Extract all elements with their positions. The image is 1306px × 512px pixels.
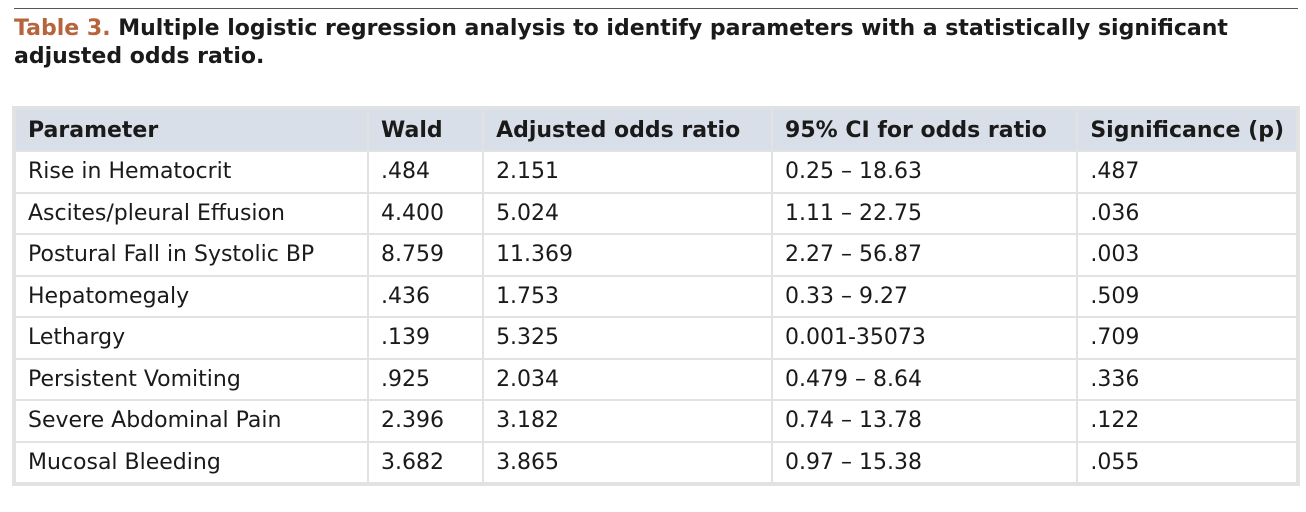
cell-odds-ratio: 3.865	[484, 442, 772, 482]
cell-odds-ratio: 5.024	[484, 193, 772, 233]
cell-ci: 1.11 – 22.75	[773, 193, 1077, 233]
cell-odds-ratio: 2.151	[484, 152, 772, 192]
cell-significance: .122	[1078, 401, 1296, 441]
cell-wald: .925	[369, 359, 483, 399]
cell-wald: .484	[369, 152, 483, 192]
header-ci: 95% CI for odds ratio	[773, 110, 1077, 150]
cell-ci: 0.001-35073	[773, 318, 1077, 358]
table-row: Lethargy .139 5.325 0.001-35073 .709	[16, 318, 1296, 358]
table-row: Hepatomegaly .436 1.753 0.33 – 9.27 .509	[16, 276, 1296, 316]
cell-parameter: Persistent Vomiting	[16, 359, 368, 399]
header-significance: Significance (p)	[1078, 110, 1296, 150]
cell-ci: 0.33 – 9.27	[773, 276, 1077, 316]
cell-odds-ratio: 5.325	[484, 318, 772, 358]
cell-wald: 3.682	[369, 442, 483, 482]
cell-significance: .055	[1078, 442, 1296, 482]
cell-ci: 0.25 – 18.63	[773, 152, 1077, 192]
cell-parameter: Severe Abdominal Pain	[16, 401, 368, 441]
cell-parameter: Postural Fall in Systolic BP	[16, 235, 368, 275]
cell-parameter: Lethargy	[16, 318, 368, 358]
table-row: Persistent Vomiting .925 2.034 0.479 – 8…	[16, 359, 1296, 399]
regression-table: Parameter Wald Adjusted odds ratio 95% C…	[14, 108, 1298, 484]
table-row: Postural Fall in Systolic BP 8.759 11.36…	[16, 235, 1296, 275]
cell-parameter: Hepatomegaly	[16, 276, 368, 316]
cell-significance: .336	[1078, 359, 1296, 399]
cell-ci: 0.74 – 13.78	[773, 401, 1077, 441]
cell-significance: .003	[1078, 235, 1296, 275]
header-adjusted-odds-ratio: Adjusted odds ratio	[484, 110, 772, 150]
header-wald: Wald	[369, 110, 483, 150]
cell-odds-ratio: 3.182	[484, 401, 772, 441]
cell-ci: 0.97 – 15.38	[773, 442, 1077, 482]
caption-text: Multiple logistic regression analysis to…	[14, 16, 1228, 69]
table-row: Rise in Hematocrit .484 2.151 0.25 – 18.…	[16, 152, 1296, 192]
table-row: Mucosal Bleeding 3.682 3.865 0.97 – 15.3…	[16, 442, 1296, 482]
cell-significance: .709	[1078, 318, 1296, 358]
header-parameter: Parameter	[16, 110, 368, 150]
table-caption: Table 3. Multiple logistic regression an…	[14, 15, 1298, 71]
header-row: Parameter Wald Adjusted odds ratio 95% C…	[16, 110, 1296, 150]
table-container: Parameter Wald Adjusted odds ratio 95% C…	[12, 106, 1300, 486]
cell-odds-ratio: 11.369	[484, 235, 772, 275]
table-row: Severe Abdominal Pain 2.396 3.182 0.74 –…	[16, 401, 1296, 441]
cell-parameter: Mucosal Bleeding	[16, 442, 368, 482]
table-row: Ascites/pleural Effusion 4.400 5.024 1.1…	[16, 193, 1296, 233]
cell-parameter: Rise in Hematocrit	[16, 152, 368, 192]
cell-parameter: Ascites/pleural Effusion	[16, 193, 368, 233]
cell-odds-ratio: 2.034	[484, 359, 772, 399]
cell-wald: 8.759	[369, 235, 483, 275]
cell-wald: .139	[369, 318, 483, 358]
cell-significance: .036	[1078, 193, 1296, 233]
top-rule	[14, 8, 1298, 9]
cell-significance: .487	[1078, 152, 1296, 192]
cell-odds-ratio: 1.753	[484, 276, 772, 316]
cell-ci: 0.479 – 8.64	[773, 359, 1077, 399]
cell-wald: 4.400	[369, 193, 483, 233]
cell-significance: .509	[1078, 276, 1296, 316]
cell-ci: 2.27 – 56.87	[773, 235, 1077, 275]
cell-wald: .436	[369, 276, 483, 316]
cell-wald: 2.396	[369, 401, 483, 441]
table-label: Table 3.	[14, 16, 111, 41]
